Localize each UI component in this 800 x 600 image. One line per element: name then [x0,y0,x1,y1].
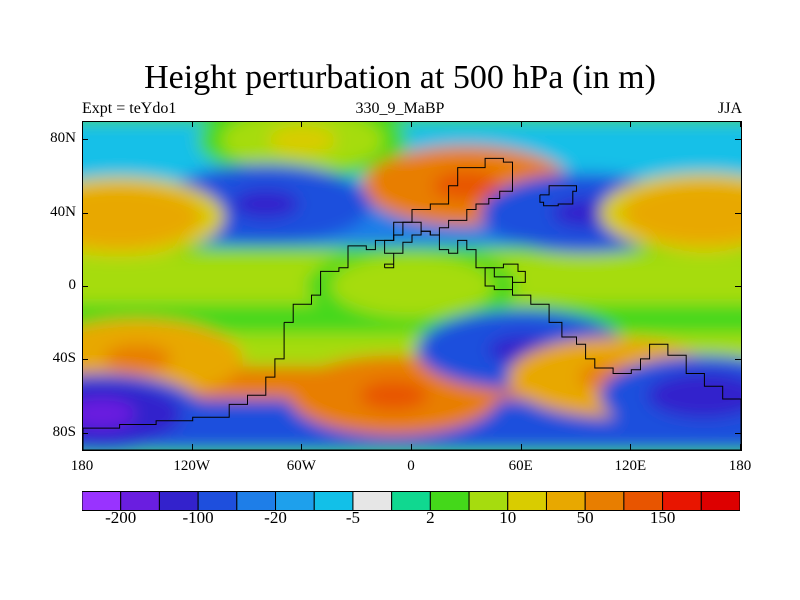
lon-tick-mark [82,444,83,450]
lon-tick-mark [301,444,303,450]
coast-south-china [484,263,526,291]
field-feature-6 [307,246,517,326]
lon-tick-mark [191,444,193,450]
lon-tick-label: 0 [407,458,415,474]
colorbar-label: -5 [345,508,361,527]
lat-tick-label: 80S [52,423,76,440]
lon-tick-label: 120W [173,458,210,474]
colorbar [82,491,740,511]
lon-tick-label: 180 [728,458,752,474]
lon-tick-mark [740,444,741,450]
map-field [83,122,741,450]
lat-tick-mark [735,139,741,141]
coast-laurasia [384,157,513,269]
lat-tick-mark [735,212,741,214]
field-feature-11 [83,373,207,450]
lon-tick-mark [630,444,632,450]
lat-tick-mark [82,139,88,141]
lat-tick-label: 0 [68,277,77,293]
lon-tick-mark [191,121,193,127]
lon-tick-label: 120E [614,458,647,474]
colorbar-label: 150 [649,508,676,527]
lon-tick-mark [740,121,741,127]
colorbar-label: -200 [105,508,137,527]
season-label: JJA [717,100,742,117]
map-plot-area [82,121,742,451]
colorbar-label: 50 [576,508,594,527]
lat-tick-mark [82,286,88,287]
field-feature-5 [83,176,225,257]
coast-north-china [539,185,577,207]
colorbar-label: -100 [182,508,214,527]
field-feature-4 [599,173,741,254]
lon-tick-mark [630,121,632,127]
colorbar-label: 10 [499,508,517,527]
lon-tick-mark [411,121,412,127]
field-feature-12 [599,355,741,436]
lat-tick-mark [82,212,88,214]
lon-tick-label: 60W [286,458,316,474]
lat-tick-mark [82,359,88,361]
lat-tick-label: 40N [50,203,76,220]
lat-tick-mark [82,432,88,434]
lat-tick-label: 40S [52,350,76,367]
lat-tick-mark [735,432,741,434]
colorbar-box [700,491,740,511]
lon-tick-label: 60E [508,458,533,474]
lat-tick-mark [735,359,741,361]
colorbar-label: 2 [426,508,435,527]
colorbar-label: -20 [264,508,287,527]
lat-tick-mark [735,286,741,287]
lon-tick-mark [301,121,303,127]
lon-tick-mark [411,444,412,450]
experiment-label: Expt = teYdo1 [82,100,177,117]
chart-title: Height perturbation at 500 hPa (in m) [144,59,656,96]
lon-tick-label: 180 [70,458,94,474]
period-label: 330_9_MaBP [355,100,445,117]
lon-tick-mark [82,121,83,127]
lon-tick-mark [520,444,522,450]
lat-tick-label: 80N [50,130,76,147]
lon-tick-mark [520,121,522,127]
field-feature-0 [197,122,408,181]
